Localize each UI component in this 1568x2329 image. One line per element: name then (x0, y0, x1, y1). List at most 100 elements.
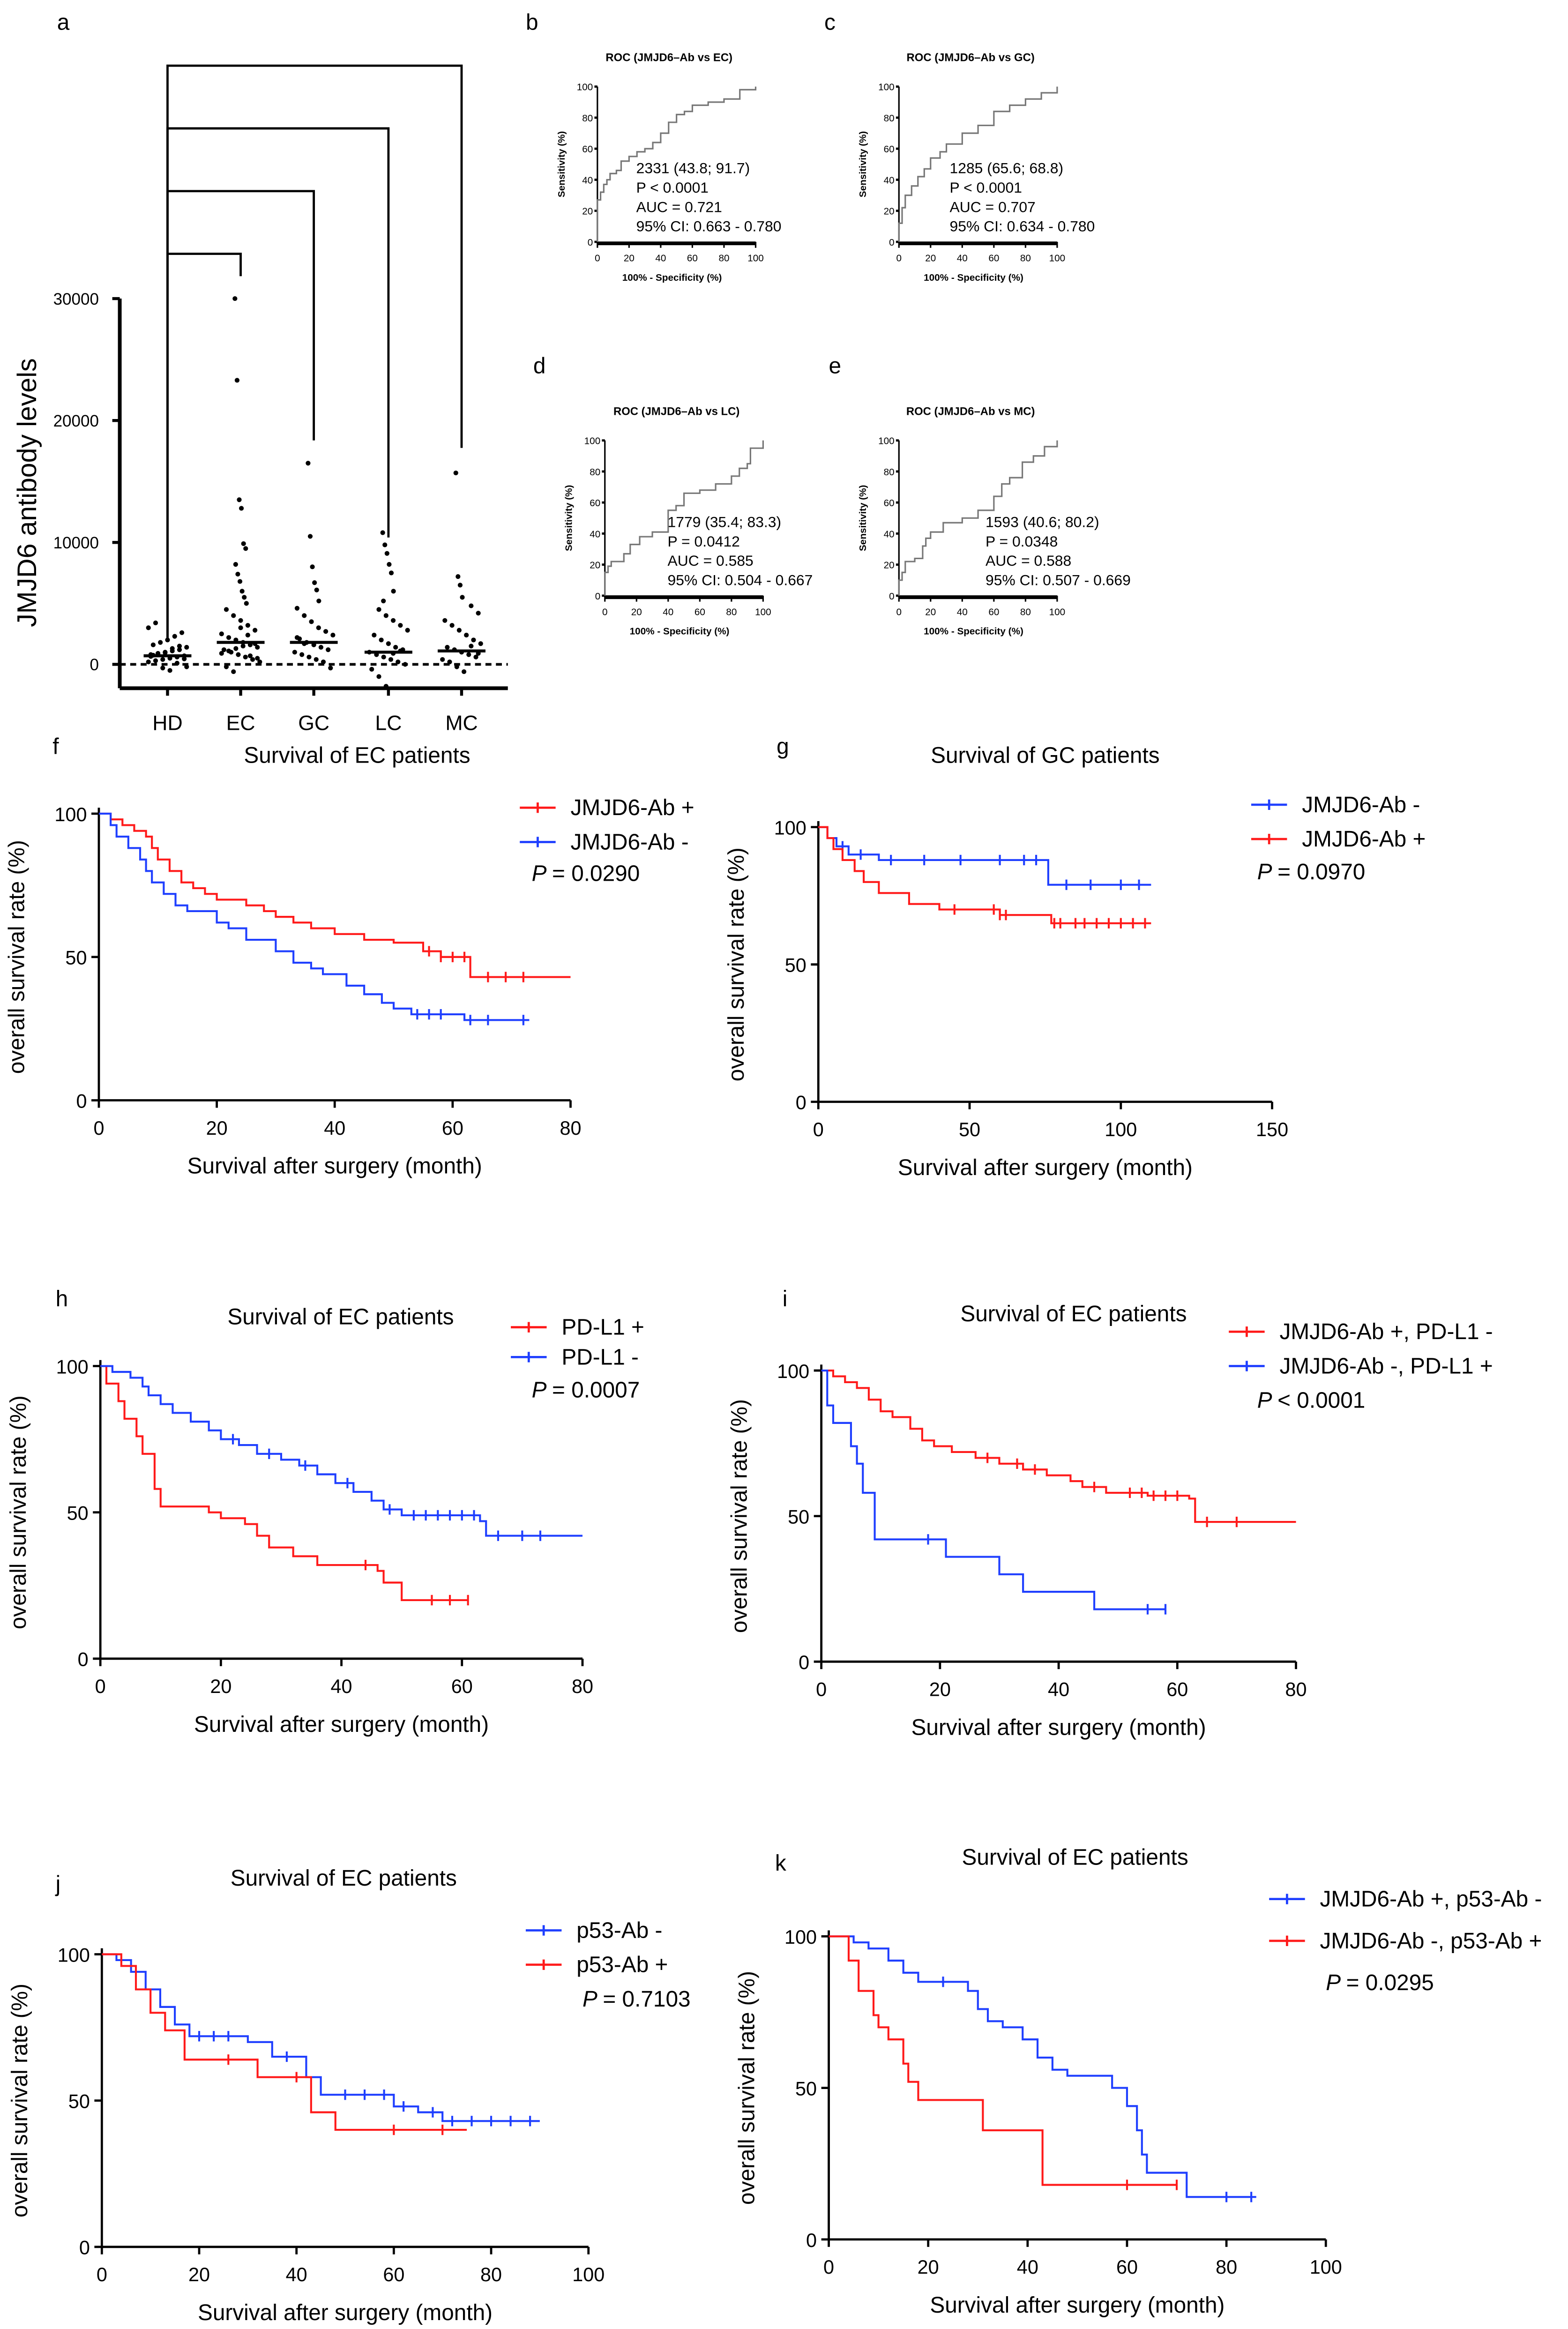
p-value: P = 0.0970 (1257, 860, 1366, 884)
p-value: P = 0.7103 (582, 1987, 691, 2012)
x-tick-label: 20 (925, 607, 936, 617)
data-point (250, 657, 255, 662)
roc-annotation: 1285 (65.6; 68.8) (950, 159, 1064, 176)
survival-curve-blue (98, 812, 530, 1021)
x-tick-label: MC (445, 712, 478, 735)
data-point (234, 378, 240, 383)
p-value-text: = 0.7103 (603, 1987, 690, 2012)
y-tick-label: 20 (582, 206, 593, 217)
y-tick-label: 20 (884, 206, 895, 217)
chart-title: ROC (JMJD6–Ab vs LC) (613, 405, 739, 418)
panel-k: k Survival of EC patients 0 50 100 0 20 40 60 80 1… (734, 1845, 1542, 2318)
x-tick-label: 60 (383, 2264, 404, 2285)
data-point (224, 664, 229, 669)
y-tick-label: 0 (79, 2237, 90, 2259)
panel-letter: k (775, 1851, 786, 1876)
data-point (184, 664, 189, 669)
x-tick-label: 60 (988, 607, 999, 617)
x-tick-label: 100 (1105, 1119, 1137, 1140)
panel-letter: h (56, 1287, 68, 1311)
x-tick-label: 80 (1285, 1678, 1307, 1700)
panel-h: h Survival of EC patients 0 50 100 0 20 40 60 80 S… (6, 1287, 644, 1737)
roc-annotation: 1593 (40.6; 80.2) (986, 513, 1099, 530)
x-tick-label: 20 (918, 2256, 939, 2278)
data-point (237, 497, 242, 502)
x-tick-label: 80 (1216, 2256, 1237, 2278)
y-axis-label: Sensitivity (%) (858, 131, 868, 197)
data-point (224, 607, 229, 612)
panel-letter: g (777, 734, 789, 759)
data-point (233, 646, 239, 651)
data-point (243, 546, 248, 551)
significance-bracket (166, 64, 463, 642)
roc-curve (604, 440, 764, 596)
x-tick-label: EC (226, 712, 255, 735)
legend-label: p53-Ab + (576, 1953, 668, 1977)
y-tick-label: 0 (796, 1092, 806, 1114)
x-axis-label: Survival after surgery (month) (898, 1155, 1193, 1180)
x-tick-label: 20 (188, 2264, 210, 2285)
data-point (380, 530, 385, 535)
data-point (231, 613, 236, 618)
y-tick-label: 20000 (53, 412, 99, 430)
p-symbol: P (532, 861, 552, 886)
data-point (309, 619, 314, 624)
y-tick-label: 60 (884, 498, 895, 509)
data-point (382, 542, 388, 547)
data-point (239, 506, 244, 511)
data-point (172, 634, 177, 639)
legend-label: PD-L1 - (561, 1345, 639, 1370)
p-symbol: P (1257, 1388, 1277, 1413)
roc-annotation: 2331 (43.8; 91.7) (636, 159, 750, 176)
roc-annotation: 1779 (35.4; 83.3) (668, 513, 782, 530)
data-point (316, 625, 321, 630)
x-tick-label: 100 (1049, 253, 1066, 263)
panel-c: c ROC (JMJD6–Ab vs GC) 00 20 20 40 40 60 60 80 80 1… (824, 10, 1095, 283)
roc-annotation: P = 0.0348 (986, 533, 1058, 550)
legend-label: JMJD6-Ab -, PD-L1 + (1280, 1354, 1493, 1378)
survival-curve-red (829, 1935, 1177, 2186)
y-tick-label: 40 (590, 529, 600, 539)
data-point (456, 628, 462, 633)
y-tick-label: 80 (884, 113, 895, 124)
x-tick-label: 80 (718, 253, 729, 263)
data-point (255, 644, 260, 650)
data-point (226, 635, 231, 640)
p-symbol: P (1257, 860, 1277, 884)
y-tick-label: 0 (889, 591, 895, 602)
data-point (184, 644, 189, 650)
data-point (466, 652, 471, 657)
y-axis-label: overall survival rate (%) (6, 1395, 31, 1629)
x-tick-label: 40 (324, 1117, 345, 1139)
x-tick-label: 0 (97, 2264, 107, 2285)
y-tick-label: 0 (799, 1652, 809, 1673)
x-tick-label: 80 (572, 1676, 593, 1697)
data-point (388, 570, 394, 576)
data-point (478, 641, 483, 646)
data-point (453, 470, 458, 476)
data-point (307, 534, 313, 539)
p-value-text: = 0.0295 (1346, 1970, 1434, 1995)
panel-letter: f (52, 734, 59, 759)
x-tick-label: 60 (442, 1117, 463, 1139)
y-tick-label: 0 (588, 237, 593, 248)
panel-letter: d (533, 353, 546, 378)
panel-i: i Survival of EC patients 0 50 100 0 20 40 60 80 S… (727, 1287, 1493, 1740)
y-tick-label: 100 (878, 436, 895, 447)
x-tick-label: LC (375, 712, 402, 735)
x-tick-label: 100 (1310, 2256, 1342, 2278)
roc-annotation: 95% CI: 0.663 - 0.780 (636, 218, 782, 235)
y-tick-label: 50 (65, 947, 87, 969)
x-tick-label: 40 (663, 607, 673, 617)
data-point (239, 589, 245, 594)
data-point (165, 637, 170, 643)
x-tick-label: 100 (747, 253, 764, 263)
data-point (243, 654, 248, 659)
roc-annotation: 95% CI: 0.634 - 0.780 (950, 218, 1095, 235)
y-tick-label: 80 (590, 467, 600, 478)
y-tick-label: 50 (785, 955, 806, 976)
data-point (454, 664, 459, 669)
x-tick-label: 60 (451, 1676, 473, 1697)
data-point (328, 666, 333, 671)
